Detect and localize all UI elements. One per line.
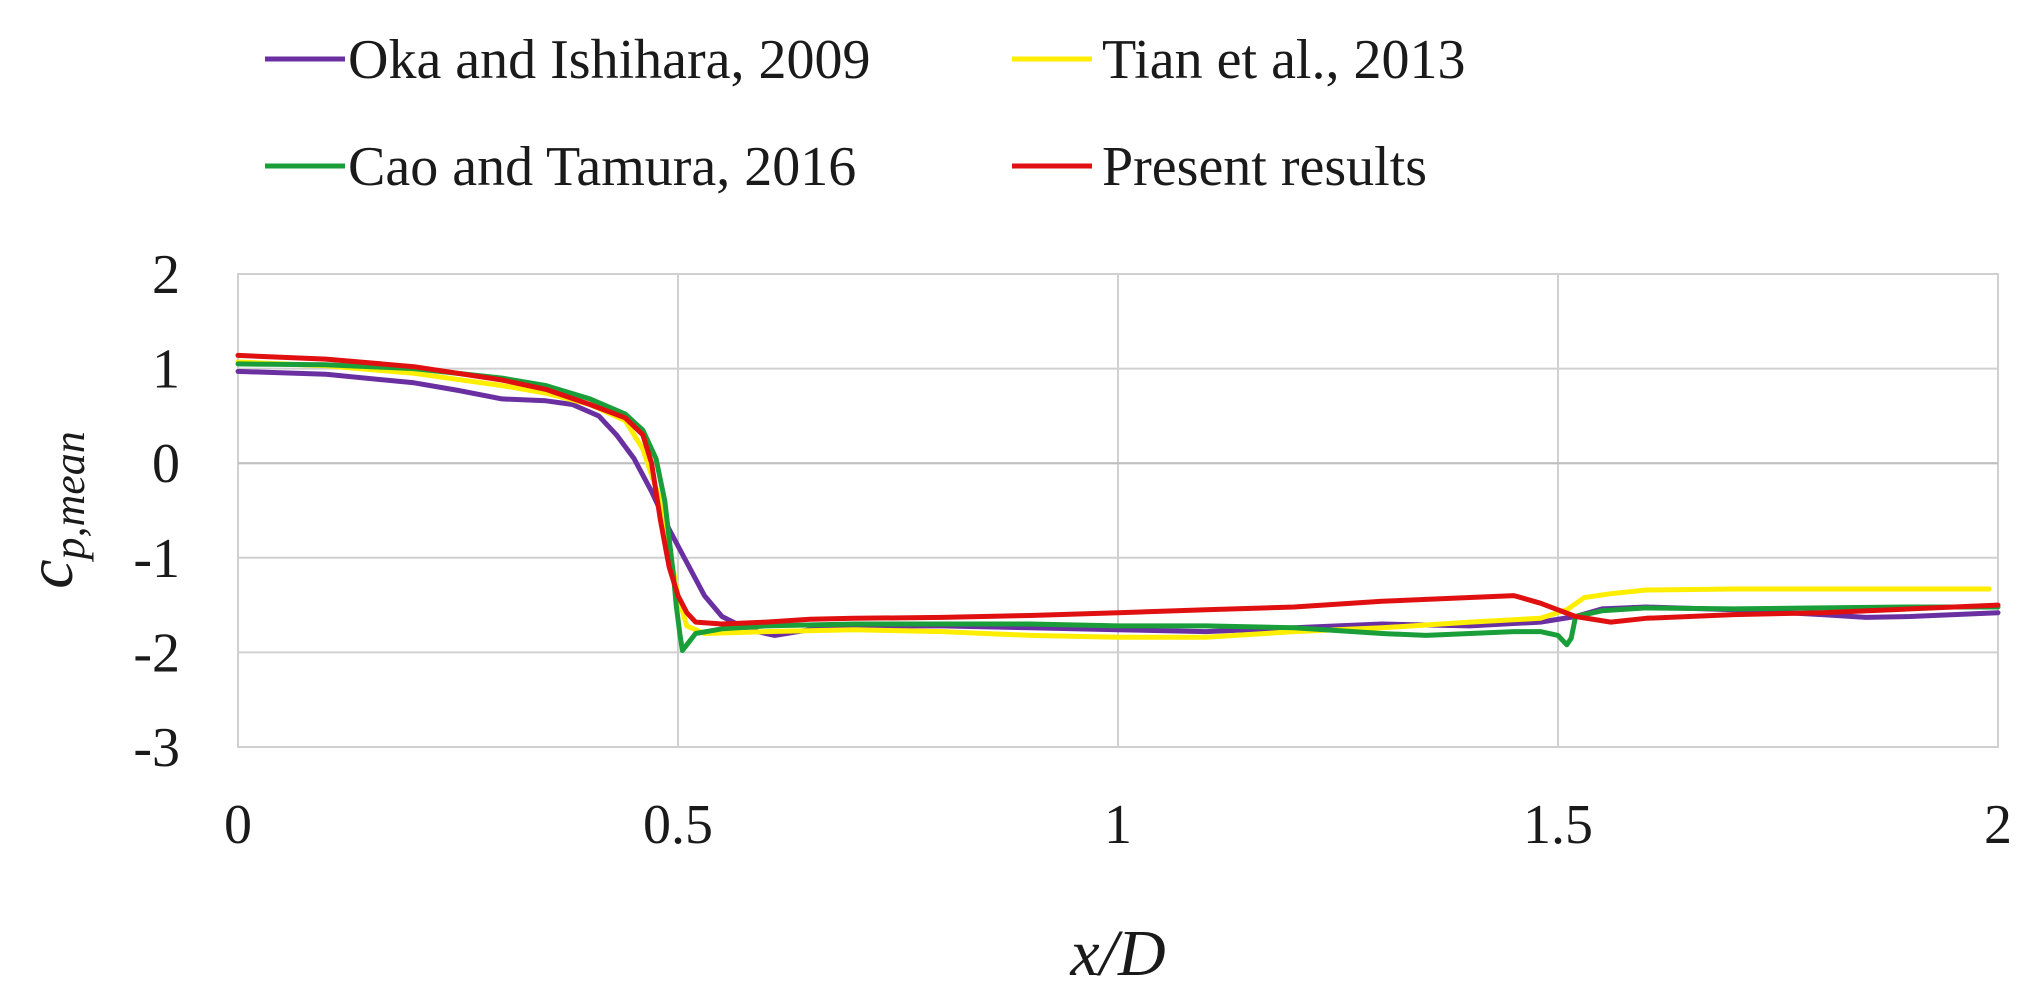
legend-item-oka: Oka and Ishihara, 2009 xyxy=(265,29,871,91)
y-tick-label: 1 xyxy=(152,339,180,401)
x-tick-label: 0.5 xyxy=(643,794,713,856)
legend-item-cao: Cao and Tamura, 2016 xyxy=(265,136,856,198)
y-axis-title-subscript: p,mean xyxy=(45,431,94,562)
y-axis-title-main: c xyxy=(14,560,87,589)
legend-label-cao: Cao and Tamura, 2016 xyxy=(348,136,856,198)
x-axis-title: x/D xyxy=(1069,917,1165,990)
series-line-2 xyxy=(235,361,2001,653)
y-tick-label: -1 xyxy=(133,528,180,590)
y-tick-label: 2 xyxy=(152,244,180,306)
series-line-3 xyxy=(235,352,2001,627)
legend-item-present: Present results xyxy=(1012,136,1427,198)
y-tick-label: -2 xyxy=(133,622,180,684)
legend-label-present: Present results xyxy=(1102,136,1427,198)
x-tick-label: 1 xyxy=(1104,794,1132,856)
legend-label-tian: Tian et al., 2013 xyxy=(1102,29,1465,91)
y-axis-title: cp,mean xyxy=(14,431,94,589)
series-lines xyxy=(235,352,2001,653)
legend-label-oka: Oka and Ishihara, 2009 xyxy=(348,29,871,91)
x-tick-label: 2 xyxy=(1984,794,2012,856)
axes: 2 1 0 -1 -2 -3 0 0.5 1 1.5 2 xyxy=(133,244,2012,856)
x-tick-label: 1.5 xyxy=(1523,794,1593,856)
y-tick-label: 0 xyxy=(152,433,180,495)
legend-item-tian: Tian et al., 2013 xyxy=(1012,29,1465,91)
legend: Oka and Ishihara, 2009 Tian et al., 2013… xyxy=(265,29,1465,198)
y-tick-label: -3 xyxy=(133,717,180,779)
x-tick-label: 0 xyxy=(224,794,252,856)
